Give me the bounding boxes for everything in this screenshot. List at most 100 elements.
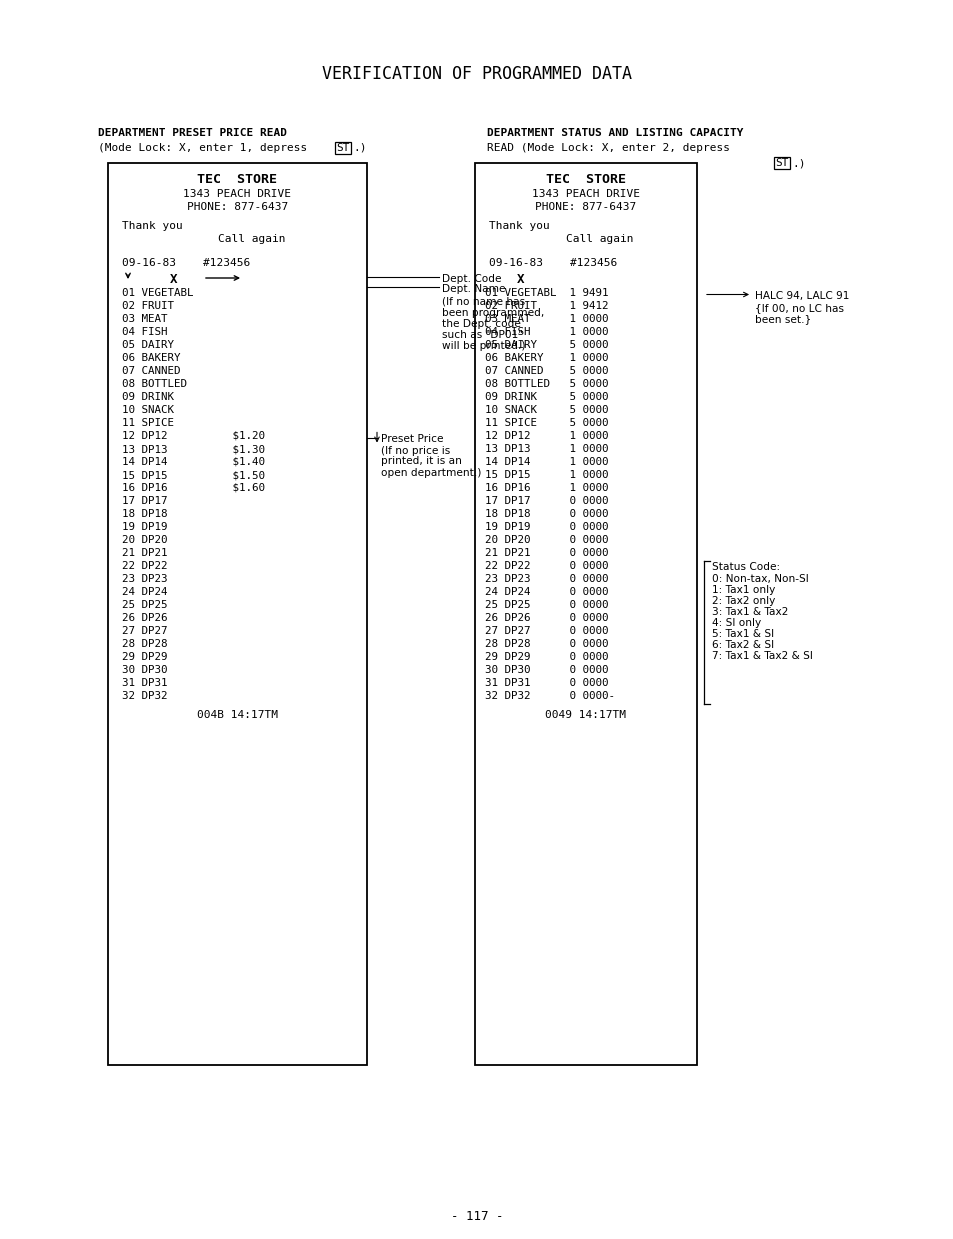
Text: 01 VEGETABL: 01 VEGETABL — [122, 287, 193, 299]
Text: 06 BAKERY    1 0000: 06 BAKERY 1 0000 — [484, 353, 608, 363]
Text: HALC 94, LALC 91: HALC 94, LALC 91 — [754, 290, 848, 301]
Text: 03 MEAT: 03 MEAT — [122, 313, 168, 325]
Text: 20 DP20      0 0000: 20 DP20 0 0000 — [484, 535, 608, 545]
Text: READ (Mode Lock: X, enter 2, depress: READ (Mode Lock: X, enter 2, depress — [486, 142, 729, 152]
Text: 04 FISH      1 0000: 04 FISH 1 0000 — [484, 327, 608, 337]
Text: been programmed,: been programmed, — [441, 309, 543, 318]
Text: 09 DRINK     5 0000: 09 DRINK 5 0000 — [484, 392, 608, 401]
Text: Status Code:: Status Code: — [711, 563, 780, 572]
Text: the Dept. code: the Dept. code — [441, 318, 520, 330]
Text: (If no price is: (If no price is — [380, 446, 450, 456]
Text: 32 DP32      0 0000-: 32 DP32 0 0000- — [484, 691, 615, 701]
Text: 30 DP30      0 0000: 30 DP30 0 0000 — [484, 665, 608, 675]
Text: 31 DP31      0 0000: 31 DP31 0 0000 — [484, 678, 608, 688]
Text: 19 DP19: 19 DP19 — [122, 522, 168, 532]
Text: 18 DP18: 18 DP18 — [122, 509, 168, 519]
Text: 15 DP15          $1.50: 15 DP15 $1.50 — [122, 470, 265, 479]
Text: Dept. Code: Dept. Code — [441, 274, 501, 284]
Text: TEC  STORE: TEC STORE — [545, 173, 625, 186]
Text: 16 DP16          $1.60: 16 DP16 $1.60 — [122, 483, 265, 493]
Text: X: X — [517, 273, 524, 286]
Text: 13 DP13          $1.30: 13 DP13 $1.30 — [122, 444, 265, 453]
Text: 1: Tax1 only: 1: Tax1 only — [711, 585, 775, 595]
Text: 10 SNACK     5 0000: 10 SNACK 5 0000 — [484, 405, 608, 415]
Text: 29 DP29      0 0000: 29 DP29 0 0000 — [484, 652, 608, 662]
Text: {If 00, no LC has: {If 00, no LC has — [754, 304, 843, 313]
Text: (If no name has: (If no name has — [441, 297, 524, 307]
Text: 28 DP28      0 0000: 28 DP28 0 0000 — [484, 639, 608, 649]
Text: 01 VEGETABL  1 9491: 01 VEGETABL 1 9491 — [484, 287, 608, 299]
Text: 23 DP23: 23 DP23 — [122, 574, 168, 584]
Text: 10 SNACK: 10 SNACK — [122, 405, 173, 415]
Text: 02 FRUIT: 02 FRUIT — [122, 301, 173, 311]
Text: 20 DP20: 20 DP20 — [122, 535, 168, 545]
Bar — [475, 164, 697, 1066]
Text: 6: Tax2 & SI: 6: Tax2 & SI — [711, 641, 773, 650]
Text: 1343 PEACH DRIVE: 1343 PEACH DRIVE — [183, 190, 292, 199]
Text: (Mode Lock: X, enter 1, depress: (Mode Lock: X, enter 1, depress — [98, 142, 307, 152]
Text: 05 DAIRY     5 0000: 05 DAIRY 5 0000 — [484, 339, 608, 349]
Text: 08 BOTTLED   5 0000: 08 BOTTLED 5 0000 — [484, 379, 608, 389]
Text: 0: Non-tax, Non-SI: 0: Non-tax, Non-SI — [711, 574, 808, 584]
Text: Preset Price: Preset Price — [380, 434, 443, 444]
Text: 07 CANNED    5 0000: 07 CANNED 5 0000 — [484, 366, 608, 375]
Text: such as "DP01": such as "DP01" — [441, 330, 522, 339]
Text: 11 SPICE: 11 SPICE — [122, 418, 173, 427]
Text: 12 DP12          $1.20: 12 DP12 $1.20 — [122, 431, 265, 441]
Text: 25 DP25      0 0000: 25 DP25 0 0000 — [484, 600, 608, 610]
Text: TEC  STORE: TEC STORE — [197, 173, 277, 186]
Text: 19 DP19      0 0000: 19 DP19 0 0000 — [484, 522, 608, 532]
Text: 27 DP27      0 0000: 27 DP27 0 0000 — [484, 626, 608, 636]
Text: ST: ST — [335, 142, 349, 152]
Text: 21 DP21: 21 DP21 — [122, 548, 168, 558]
Text: 0049 14:17TM: 0049 14:17TM — [545, 710, 626, 720]
Text: 17 DP17      0 0000: 17 DP17 0 0000 — [484, 496, 608, 506]
Text: 07 CANNED: 07 CANNED — [122, 366, 180, 375]
Text: 04 FISH: 04 FISH — [122, 327, 168, 337]
Text: 03 MEAT      1 0000: 03 MEAT 1 0000 — [484, 313, 608, 325]
Text: 11 SPICE     5 0000: 11 SPICE 5 0000 — [484, 418, 608, 427]
Text: .): .) — [353, 142, 366, 152]
Text: 26 DP26: 26 DP26 — [122, 613, 168, 623]
Text: 22 DP22      0 0000: 22 DP22 0 0000 — [484, 561, 608, 571]
Text: 31 DP31: 31 DP31 — [122, 678, 168, 688]
Text: been set.}: been set.} — [754, 315, 810, 325]
Text: X: X — [170, 273, 177, 286]
Text: 12 DP12      1 0000: 12 DP12 1 0000 — [484, 431, 608, 441]
Text: 17 DP17: 17 DP17 — [122, 496, 168, 506]
Text: 23 DP23      0 0000: 23 DP23 0 0000 — [484, 574, 608, 584]
Text: 27 DP27: 27 DP27 — [122, 626, 168, 636]
Text: 32 DP32: 32 DP32 — [122, 691, 168, 701]
Text: 14 DP14          $1.40: 14 DP14 $1.40 — [122, 457, 265, 467]
Text: 05 DAIRY: 05 DAIRY — [122, 339, 173, 349]
Text: 13 DP13      1 0000: 13 DP13 1 0000 — [484, 444, 608, 453]
Text: 09-16-83    #123456: 09-16-83 #123456 — [122, 258, 250, 268]
Text: Dept. Name: Dept. Name — [441, 284, 505, 294]
Text: 09-16-83    #123456: 09-16-83 #123456 — [489, 258, 617, 268]
Text: Call again: Call again — [566, 234, 633, 244]
Text: 02 FRUIT     1 9412: 02 FRUIT 1 9412 — [484, 301, 608, 311]
Text: 24 DP24: 24 DP24 — [122, 587, 168, 597]
Text: 30 DP30: 30 DP30 — [122, 665, 168, 675]
Text: ST: ST — [774, 159, 788, 169]
Bar — [108, 164, 367, 1066]
Text: Call again: Call again — [217, 234, 285, 244]
Text: open department.): open department.) — [380, 467, 481, 477]
Text: 7: Tax1 & Tax2 & SI: 7: Tax1 & Tax2 & SI — [711, 650, 812, 660]
Text: 26 DP26      0 0000: 26 DP26 0 0000 — [484, 613, 608, 623]
Text: 3: Tax1 & Tax2: 3: Tax1 & Tax2 — [711, 607, 787, 617]
Text: 2: Tax2 only: 2: Tax2 only — [711, 596, 775, 606]
Text: 28 DP28: 28 DP28 — [122, 639, 168, 649]
Text: 09 DRINK: 09 DRINK — [122, 392, 173, 401]
Text: 21 DP21      0 0000: 21 DP21 0 0000 — [484, 548, 608, 558]
Text: 06 BAKERY: 06 BAKERY — [122, 353, 180, 363]
Text: 18 DP18      0 0000: 18 DP18 0 0000 — [484, 509, 608, 519]
Text: 22 DP22: 22 DP22 — [122, 561, 168, 571]
Text: - 117 -: - 117 - — [450, 1211, 503, 1223]
Text: 15 DP15      1 0000: 15 DP15 1 0000 — [484, 470, 608, 479]
Text: 14 DP14      1 0000: 14 DP14 1 0000 — [484, 457, 608, 467]
Text: Thank you: Thank you — [122, 221, 183, 230]
Text: VERIFICATION OF PROGRAMMED DATA: VERIFICATION OF PROGRAMMED DATA — [322, 64, 631, 83]
Text: will be printed.): will be printed.) — [441, 341, 525, 351]
Text: DEPARTMENT PRESET PRICE READ: DEPARTMENT PRESET PRICE READ — [98, 128, 287, 138]
